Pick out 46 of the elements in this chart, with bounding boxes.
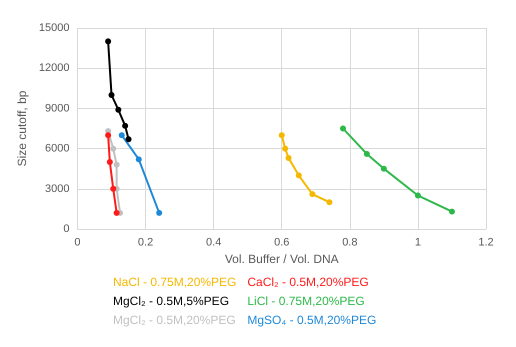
x-tick-label: 1.2 — [478, 236, 494, 248]
point — [110, 186, 116, 192]
text: LiCl - 0.75M,20%PEG — [247, 294, 365, 308]
point — [106, 159, 113, 165]
point — [364, 150, 370, 157]
point — [115, 106, 122, 113]
point — [380, 166, 387, 172]
y-tick-label: 0 — [63, 223, 70, 235]
point — [156, 210, 162, 216]
point — [108, 92, 115, 98]
point — [278, 132, 285, 138]
x-tick-label: 0 — [74, 236, 81, 248]
point — [105, 132, 112, 138]
point — [296, 172, 302, 178]
x-tick-label: 1 — [414, 236, 421, 248]
text: MgCl₂ - 0.5M,5%PEG — [113, 294, 230, 308]
point — [110, 146, 116, 152]
x-tick-label: 0.2 — [138, 236, 154, 248]
point — [414, 192, 421, 198]
x-tick-label: 0.4 — [206, 236, 222, 248]
point — [122, 122, 128, 129]
y-tick-label: 3000 — [45, 182, 70, 195]
point — [105, 38, 112, 44]
point — [282, 146, 288, 152]
point — [309, 191, 316, 198]
point — [114, 162, 120, 168]
text: NaCl - 0.75M,20%PEG — [113, 275, 236, 289]
point — [118, 132, 125, 138]
text: MgSO₄ - 0.5M,20%PEG — [247, 313, 376, 327]
y-axis-title: Size cutoff, bp — [15, 90, 29, 166]
x-tick-label: 0.8 — [342, 236, 358, 248]
x-axis-title: Vol. Buffer / Vol. DNA — [224, 252, 339, 266]
y-tick-label: 12000 — [38, 62, 70, 74]
y-tick-label: 15000 — [38, 22, 70, 34]
point — [136, 156, 142, 162]
text: CaCl₂ - 0.5M,20%PEG — [247, 275, 369, 289]
text: MgCl₂ - 0.5M,20%PEG — [113, 313, 236, 327]
point — [340, 126, 346, 132]
y-tick-label: 9000 — [45, 102, 70, 114]
point — [286, 154, 292, 161]
y-tick-label: 6000 — [45, 142, 70, 155]
point — [114, 210, 120, 216]
x-tick-label: 0.6 — [274, 236, 290, 248]
point — [126, 136, 132, 142]
point — [326, 199, 332, 206]
point — [448, 208, 455, 215]
